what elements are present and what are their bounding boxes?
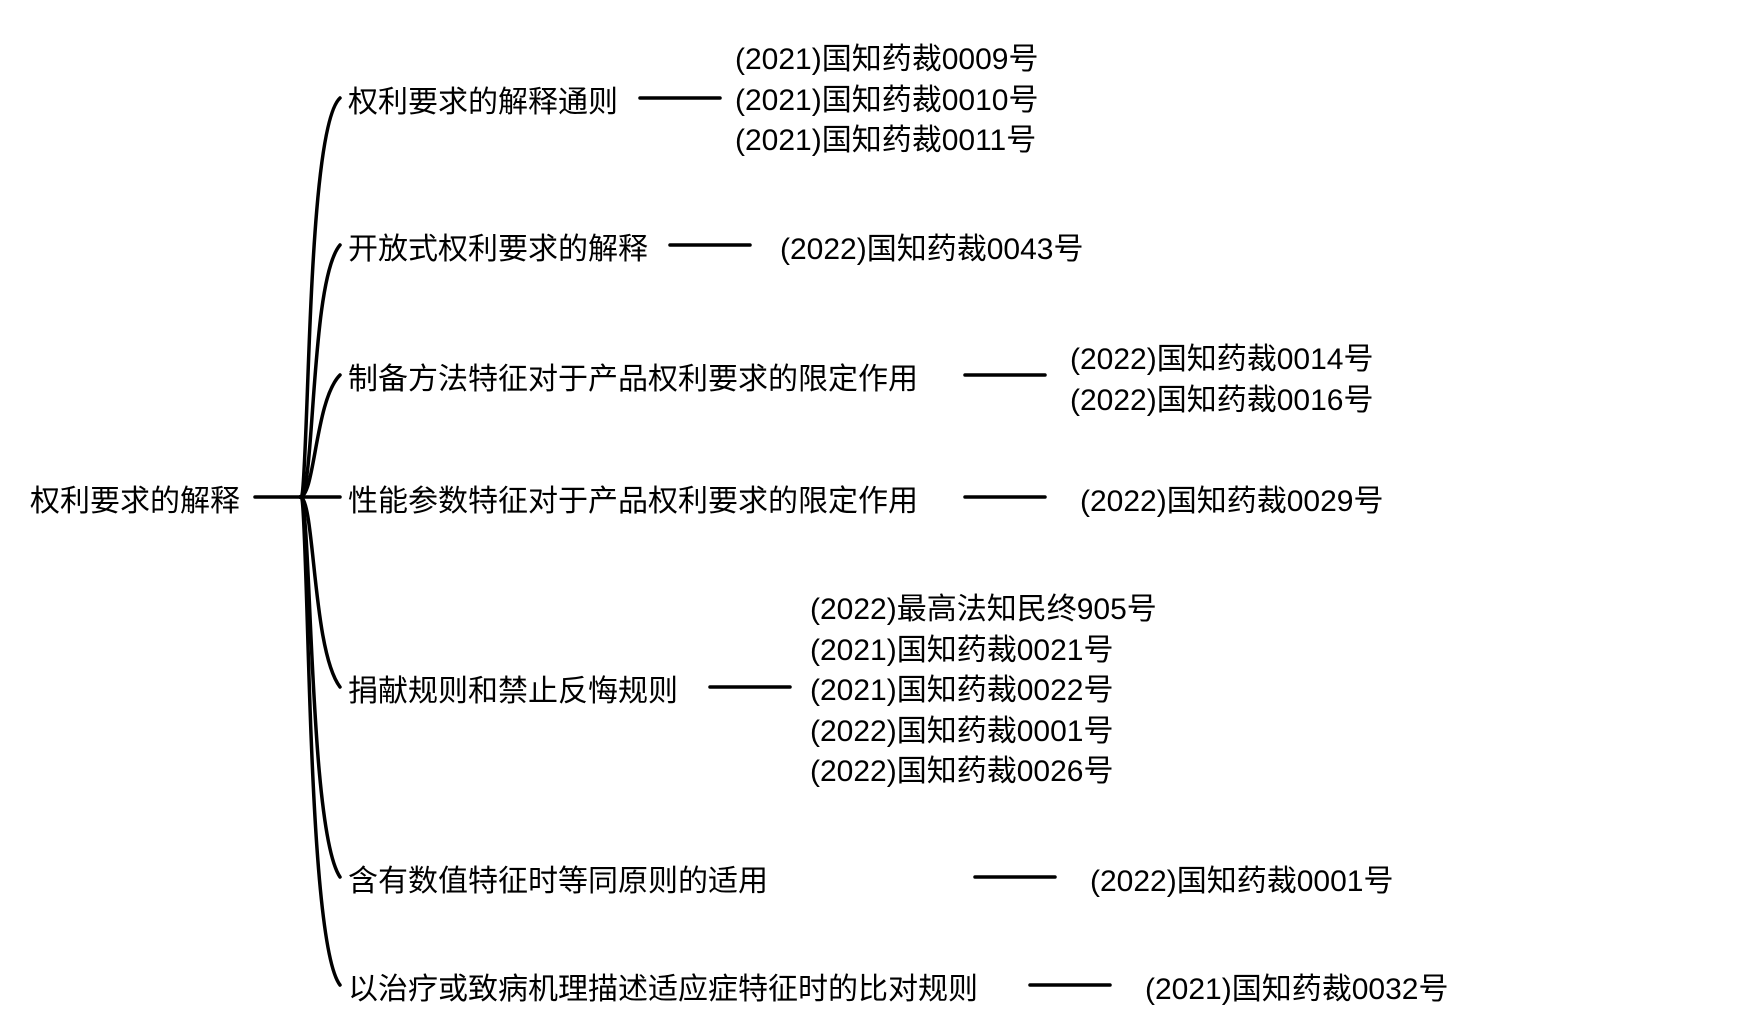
leaf-label: (2022)最高法知民终905号 <box>810 590 1157 631</box>
leaf-label: (2022)国知药裁0001号 <box>1090 862 1393 903</box>
branch-label: 制备方法特征对于产品权利要求的限定作用 <box>348 360 918 399</box>
leaf-label: (2022)国知药裁0026号 <box>810 752 1157 793</box>
leaf-label: (2022)国知药裁0016号 <box>1070 381 1373 422</box>
leaf-label: (2021)国知药裁0009号 <box>735 40 1038 81</box>
branch-label: 以治疗或致病机理描述适应症特征时的比对规则 <box>348 970 978 1009</box>
leaf-label: (2022)国知药裁0014号 <box>1070 340 1373 381</box>
leaf-label: (2022)国知药裁0001号 <box>810 712 1157 753</box>
leaf-group: (2022)国知药裁0014号(2022)国知药裁0016号 <box>1070 340 1373 421</box>
leaf-label: (2021)国知药裁0021号 <box>810 631 1157 672</box>
leaf-group: (2022)国知药裁0029号 <box>1080 482 1383 523</box>
leaf-label: (2021)国知药裁0010号 <box>735 81 1038 122</box>
leaf-group: (2021)国知药裁0032号 <box>1145 970 1448 1011</box>
leaf-label: (2021)国知药裁0032号 <box>1145 970 1448 1011</box>
leaf-group: (2022)最高法知民终905号(2021)国知药裁0021号(2021)国知药… <box>810 590 1157 793</box>
branch-label: 捐献规则和禁止反悔规则 <box>348 672 678 711</box>
branch-label: 性能参数特征对于产品权利要求的限定作用 <box>348 482 918 521</box>
root-node-label: 权利要求的解释 <box>30 482 240 521</box>
leaf-label: (2022)国知药裁0029号 <box>1080 482 1383 523</box>
branch-label: 权利要求的解释通则 <box>348 83 618 122</box>
mindmap-container: 权利要求的解释 权利要求的解释通则(2021)国知药裁0009号(2021)国知… <box>0 0 1748 1030</box>
leaf-group: (2022)国知药裁0001号 <box>1090 862 1393 903</box>
leaf-label: (2022)国知药裁0043号 <box>780 230 1083 271</box>
leaf-group: (2021)国知药裁0009号(2021)国知药裁0010号(2021)国知药裁… <box>735 40 1038 162</box>
branch-label: 开放式权利要求的解释 <box>348 230 648 269</box>
leaf-label: (2021)国知药裁0011号 <box>735 121 1038 162</box>
leaf-label: (2021)国知药裁0022号 <box>810 671 1157 712</box>
branch-label: 含有数值特征时等同原则的适用 <box>348 862 768 901</box>
leaf-group: (2022)国知药裁0043号 <box>780 230 1083 271</box>
